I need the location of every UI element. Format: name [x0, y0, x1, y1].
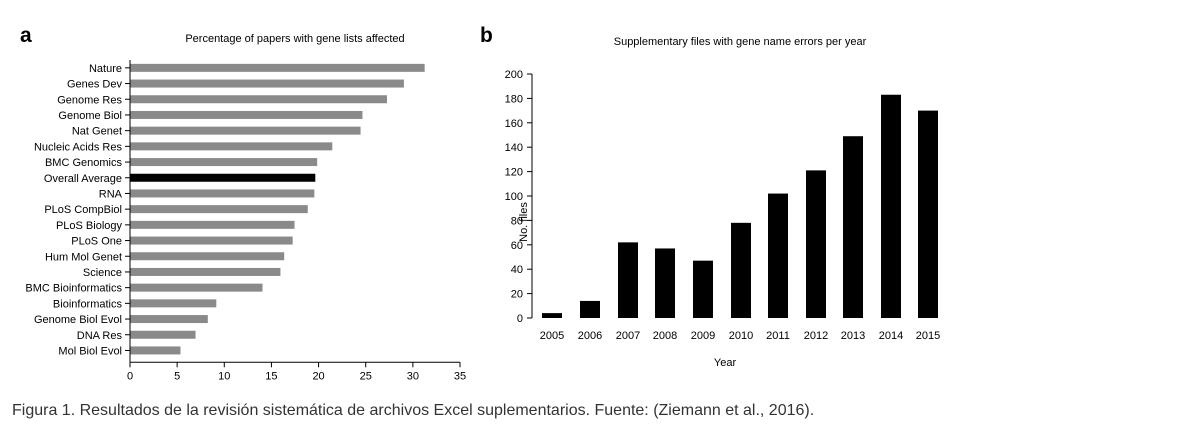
bar-nat-genet — [130, 126, 361, 135]
x-tick-label-2015: 2015 — [916, 330, 940, 342]
bar-plos-compbiol — [130, 205, 308, 214]
bar-overall-average — [130, 173, 316, 182]
bar-2015 — [918, 110, 938, 318]
y-tick-label: 200 — [505, 69, 523, 81]
panel-label-a: a — [20, 24, 32, 47]
bar-bmc-genomics — [130, 158, 318, 167]
category-label-science: Science — [83, 267, 122, 279]
x-tick-label: 10 — [218, 370, 230, 382]
bar-rna — [130, 189, 315, 198]
x-tick-label-2012: 2012 — [804, 330, 828, 342]
category-label-plos-biology: PLoS Biology — [56, 220, 123, 232]
bar-2014 — [881, 94, 901, 319]
bar-genome-res — [130, 95, 387, 104]
panel-b: b Supplementary files with gene name err… — [480, 24, 940, 369]
chart-a-bars — [130, 63, 425, 355]
y-tick-label: 80 — [511, 215, 523, 227]
bar-nature — [130, 63, 425, 72]
bar-dna-res — [130, 330, 196, 339]
x-tick-label-2007: 2007 — [616, 330, 640, 342]
x-tick-label: 30 — [407, 370, 419, 382]
chart-b-bars — [542, 94, 938, 319]
bar-bmc-bioinformatics — [130, 283, 263, 292]
x-tick-label-2014: 2014 — [879, 330, 903, 342]
category-label-overall-average: Overall Average — [44, 173, 122, 185]
bar-science — [130, 267, 281, 276]
category-label-bioinformatics: Bioinformatics — [53, 298, 123, 310]
chart-b-y-axis-label: No. files — [518, 202, 530, 242]
category-label-plos-compbiol: PLoS CompBiol — [44, 204, 122, 216]
bar-genes-dev — [130, 79, 404, 88]
category-label-nature: Nature — [89, 63, 122, 75]
category-label-nucleic-acids-res: Nucleic Acids Res — [34, 141, 123, 153]
bar-hum-mol-genet — [130, 252, 285, 261]
category-label-hum-mol-genet: Hum Mol Genet — [45, 251, 122, 263]
bar-bioinformatics — [130, 299, 217, 308]
y-tick-label: 140 — [505, 142, 523, 154]
bar-2008 — [655, 248, 675, 318]
bar-2010 — [731, 222, 751, 318]
x-tick-label: 5 — [174, 370, 180, 382]
figure: a Percentage of papers with gene lists a… — [20, 24, 940, 382]
bar-genome-biol-evol — [130, 315, 208, 324]
category-label-genome-res: Genome Res — [57, 94, 122, 106]
x-tick-label-2006: 2006 — [578, 330, 602, 342]
y-tick-label: 180 — [505, 93, 523, 105]
x-tick-label-2005: 2005 — [540, 330, 564, 342]
bar-mol-biol-evol — [130, 346, 181, 355]
category-label-genome-biol: Genome Biol — [58, 110, 122, 122]
chart-a-y-ticks — [125, 67, 130, 351]
category-label-bmc-bioinformatics: BMC Bioinformatics — [25, 283, 122, 295]
bar-plos-biology — [130, 220, 295, 229]
x-tick-label: 25 — [360, 370, 372, 382]
category-label-bmc-genomics: BMC Genomics — [45, 157, 123, 169]
bar-2012 — [806, 170, 826, 318]
bar-2006 — [580, 300, 600, 318]
category-label-dna-res: DNA Res — [77, 330, 123, 342]
x-tick-label-2013: 2013 — [841, 330, 865, 342]
category-label-genome-biol-evol: Genome Biol Evol — [34, 314, 122, 326]
category-label-nat-genet: Nat Genet — [72, 126, 122, 138]
category-label-rna: RNA — [99, 188, 123, 200]
category-label-plos-one: PLoS One — [71, 236, 122, 248]
y-tick-label: 100 — [505, 191, 523, 203]
figure-caption: Figura 1. Resultados de la revisión sist… — [12, 402, 815, 419]
bar-nucleic-acids-res — [130, 142, 333, 151]
panel-label-b: b — [480, 24, 493, 47]
y-tick-label: 160 — [505, 118, 523, 130]
chart-b-y-ticks: 0 20 40 60 80 100 120 140 160 180 200 — [505, 69, 532, 325]
y-tick-label: 20 — [511, 289, 523, 301]
x-tick-label-2008: 2008 — [653, 330, 677, 342]
bar-2013 — [843, 136, 863, 318]
bar-2007 — [618, 242, 638, 318]
category-label-genes-dev: Genes Dev — [67, 79, 123, 91]
y-tick-label: 120 — [505, 167, 523, 179]
chart-a-category-labels: Nature Genes Dev Genome Res Genome Biol Nat … — [25, 63, 122, 358]
x-tick-label: 15 — [265, 370, 277, 382]
chart-a-title: Percentage of papers with gene lists aff… — [185, 33, 404, 45]
bar-plos-one — [130, 236, 293, 245]
x-tick-label: 20 — [312, 370, 324, 382]
panel-a: a Percentage of papers with gene lists a… — [20, 24, 466, 382]
x-tick-label-2009: 2009 — [691, 330, 715, 342]
chart-b-x-axis-label: Year — [714, 357, 737, 369]
x-tick-label: 0 — [127, 370, 133, 382]
y-tick-label: 40 — [511, 264, 523, 276]
x-tick-label: 35 — [454, 370, 466, 382]
x-tick-label-2011: 2011 — [766, 330, 790, 342]
category-label-mol-biol-evol: Mol Biol Evol — [58, 345, 122, 357]
y-tick-label: 60 — [511, 240, 523, 252]
chart-b-title: Supplementary files with gene name error… — [614, 36, 867, 48]
chart-b-x-tick-labels: 2005 2006 2007 2008 2009 2010 2011 2012 2013 2014… — [540, 330, 940, 342]
bar-genome-biol — [130, 110, 363, 119]
bar-2009 — [693, 260, 713, 318]
bar-2011 — [768, 193, 788, 318]
bar-2005 — [542, 313, 562, 318]
chart-a-x-ticks: 0 5 10 15 20 25 30 35 — [127, 362, 466, 382]
y-tick-label: 0 — [517, 313, 523, 325]
x-tick-label-2010: 2010 — [729, 330, 753, 342]
